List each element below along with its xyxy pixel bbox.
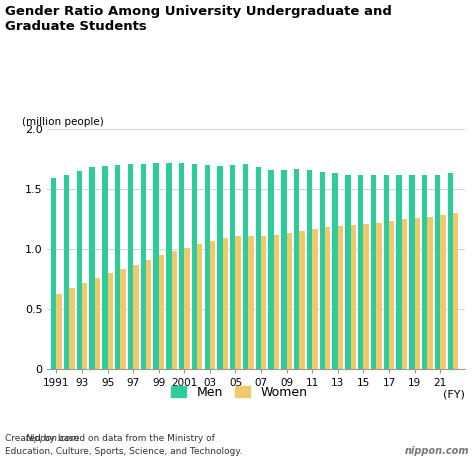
Bar <box>300 231 305 369</box>
Bar <box>120 269 126 369</box>
Bar <box>364 224 369 369</box>
Bar <box>307 170 312 369</box>
Bar <box>422 175 428 369</box>
Bar <box>128 164 133 369</box>
Bar <box>115 165 120 369</box>
Bar <box>332 173 338 369</box>
Bar <box>197 244 202 369</box>
Bar <box>453 213 458 369</box>
Bar <box>141 164 146 369</box>
Bar <box>351 225 356 369</box>
Bar <box>447 173 453 369</box>
Bar <box>108 273 113 369</box>
Bar <box>255 167 261 369</box>
Bar <box>248 236 254 369</box>
Bar <box>217 166 223 369</box>
Bar <box>371 175 376 369</box>
Bar <box>56 295 62 369</box>
Bar <box>230 165 236 369</box>
Bar <box>428 217 433 369</box>
Bar <box>338 226 343 369</box>
Bar <box>389 221 394 369</box>
Bar <box>312 229 318 369</box>
Text: nippon.com: nippon.com <box>405 446 469 456</box>
Bar <box>376 223 382 369</box>
Bar <box>345 175 351 369</box>
Bar <box>179 163 184 369</box>
Bar <box>191 164 197 369</box>
Bar <box>281 170 287 369</box>
Text: Education, Culture, Sports, Science, and Technology.: Education, Culture, Sports, Science, and… <box>5 447 242 456</box>
Bar <box>69 289 74 369</box>
Bar <box>210 241 215 369</box>
Text: (million people): (million people) <box>22 117 104 127</box>
Bar <box>82 283 87 369</box>
Bar <box>166 163 172 369</box>
Bar <box>204 165 210 369</box>
Bar <box>402 219 407 369</box>
Bar <box>440 215 446 369</box>
Text: based on data from the Ministry of: based on data from the Ministry of <box>55 433 214 443</box>
Text: Nippon.com: Nippon.com <box>26 433 80 443</box>
Bar <box>409 175 415 369</box>
Bar <box>133 265 138 369</box>
Bar <box>274 235 279 369</box>
Bar <box>184 248 190 369</box>
Bar <box>77 171 82 369</box>
Bar <box>319 172 325 369</box>
Bar <box>383 175 389 369</box>
Bar <box>415 218 420 369</box>
Bar <box>236 236 241 369</box>
Bar <box>358 175 364 369</box>
Bar <box>287 233 292 369</box>
Bar <box>95 278 100 369</box>
Bar <box>435 175 440 369</box>
Bar <box>146 260 151 369</box>
Bar <box>172 251 177 369</box>
X-axis label: (FY): (FY) <box>443 389 465 399</box>
Bar <box>294 169 300 369</box>
Bar <box>325 227 330 369</box>
Text: Gender Ratio Among University Undergraduate and
Graduate Students: Gender Ratio Among University Undergradu… <box>5 5 392 33</box>
Bar <box>51 178 56 369</box>
Legend: Men, Women: Men, Women <box>171 385 307 398</box>
Bar <box>90 167 95 369</box>
Bar <box>154 163 159 369</box>
Bar <box>159 255 164 369</box>
Bar <box>268 170 274 369</box>
Bar <box>223 238 228 369</box>
Bar <box>102 166 108 369</box>
Bar <box>243 164 248 369</box>
Text: Created by: Created by <box>5 433 57 443</box>
Bar <box>261 236 266 369</box>
Bar <box>64 175 69 369</box>
Bar <box>396 175 402 369</box>
